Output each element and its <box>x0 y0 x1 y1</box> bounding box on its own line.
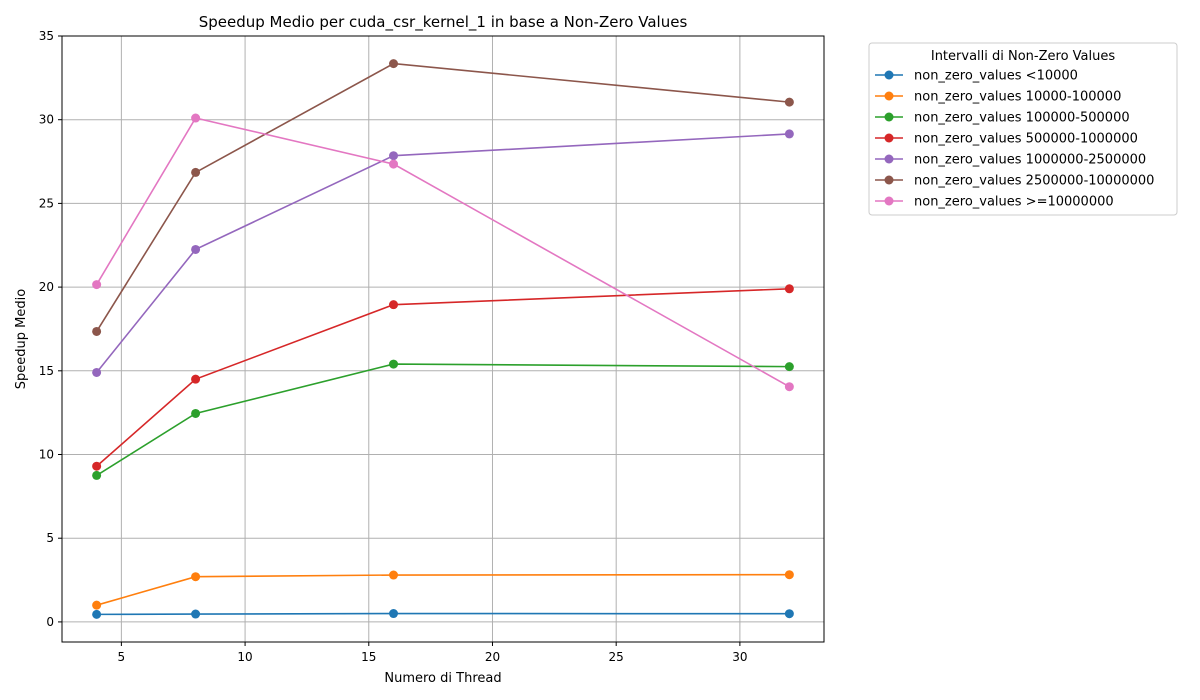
series-line <box>96 363 790 477</box>
data-point <box>191 408 201 418</box>
legend-item: non_zero_values 2500000-10000000 <box>875 174 1154 189</box>
y-tick-label: 20 <box>39 280 54 294</box>
data-point <box>191 167 201 177</box>
series-0 <box>92 609 794 619</box>
legend-label: non_zero_values 100000-500000 <box>914 111 1130 126</box>
y-tick-label: 25 <box>39 196 54 210</box>
series-group <box>92 59 794 619</box>
grid-lines <box>62 35 824 642</box>
legend-swatch-marker <box>884 112 894 122</box>
legend-swatch-marker <box>884 154 894 164</box>
data-point <box>389 151 399 161</box>
plot-area-frame <box>61 35 825 643</box>
series-4 <box>92 129 794 377</box>
legend-item: non_zero_values >=10000000 <box>875 195 1114 210</box>
y-tick-label: 5 <box>46 531 54 545</box>
legend-swatch-marker <box>884 91 894 101</box>
y-tick-label: 35 <box>39 29 54 43</box>
legend-label: non_zero_values >=10000000 <box>914 195 1114 210</box>
data-point <box>92 280 102 290</box>
legend-label: non_zero_values <10000 <box>914 69 1078 84</box>
data-point <box>92 326 102 336</box>
series-line <box>96 133 790 373</box>
data-point <box>92 461 102 471</box>
y-tick-label: 0 <box>46 615 54 629</box>
series-line <box>95 117 790 388</box>
x-tick-label: 10 <box>237 650 252 664</box>
legend-label: non_zero_values 2500000-10000000 <box>914 174 1154 189</box>
x-tick-label: 15 <box>361 650 376 664</box>
x-tick-label: 25 <box>609 650 624 664</box>
y-axis-label: Speedup Medio <box>14 289 29 389</box>
series-line <box>96 573 790 606</box>
series-line <box>95 62 790 332</box>
data-point <box>92 367 102 377</box>
legend-swatch-marker <box>884 196 894 206</box>
series-line <box>96 287 790 467</box>
legend-item: non_zero_values 500000-1000000 <box>875 132 1138 147</box>
legend-item: non_zero_values 100000-500000 <box>875 111 1130 126</box>
data-point <box>389 159 399 169</box>
series-1 <box>92 570 794 610</box>
y-axis-ticks: 0 5 10 15 20 25 30 35 <box>39 29 62 629</box>
data-point <box>389 609 399 619</box>
series-line <box>96 612 790 616</box>
data-point <box>389 300 399 310</box>
series-2 <box>92 359 794 480</box>
x-axis-ticks: 5 10 15 20 25 30 <box>118 642 748 664</box>
data-point <box>191 609 201 619</box>
series-5 <box>92 59 794 336</box>
data-point <box>389 570 399 580</box>
legend-title: Intervalli di Non-Zero Values <box>931 49 1115 64</box>
data-point <box>389 359 399 369</box>
legend-swatch-marker <box>884 70 894 80</box>
legend-item: non_zero_values <10000 <box>875 69 1078 84</box>
x-tick-label: 5 <box>118 650 126 664</box>
legend-label: non_zero_values 500000-1000000 <box>914 132 1138 147</box>
y-tick-label: 30 <box>39 113 54 127</box>
legend-item: non_zero_values 10000-100000 <box>875 90 1121 105</box>
data-point <box>92 609 102 619</box>
data-point <box>191 572 201 582</box>
x-tick-label: 30 <box>732 650 747 664</box>
legend-label: non_zero_values 1000000-2500000 <box>914 153 1146 168</box>
data-point <box>784 284 794 294</box>
data-point <box>191 113 201 123</box>
y-tick-label: 10 <box>39 448 54 462</box>
legend-swatch-marker <box>884 133 894 143</box>
data-point <box>389 59 399 69</box>
data-point <box>92 600 102 610</box>
legend-items: non_zero_values <10000 non_zero_values 10… <box>875 69 1154 210</box>
data-point <box>784 97 794 107</box>
legend-label: non_zero_values 10000-100000 <box>914 90 1121 105</box>
legend: Intervalli di Non-Zero Values non_zero_v… <box>868 42 1178 216</box>
y-tick-label: 15 <box>39 364 54 378</box>
data-point <box>784 362 794 372</box>
series-6 <box>92 113 794 392</box>
legend-swatch-marker <box>884 175 894 185</box>
chart-title: Speedup Medio per cuda_csr_kernel_1 in b… <box>199 13 688 32</box>
data-point <box>92 470 102 480</box>
x-axis-label: Numero di Thread <box>384 671 501 686</box>
legend-item: non_zero_values 1000000-2500000 <box>875 153 1146 168</box>
x-tick-label: 20 <box>485 650 500 664</box>
data-point <box>191 374 201 384</box>
data-point <box>784 570 794 580</box>
data-point <box>191 244 201 254</box>
legend-frame <box>868 42 1178 216</box>
data-point <box>784 129 794 139</box>
series-3 <box>92 284 794 471</box>
data-point <box>784 609 794 619</box>
data-point <box>784 382 794 392</box>
